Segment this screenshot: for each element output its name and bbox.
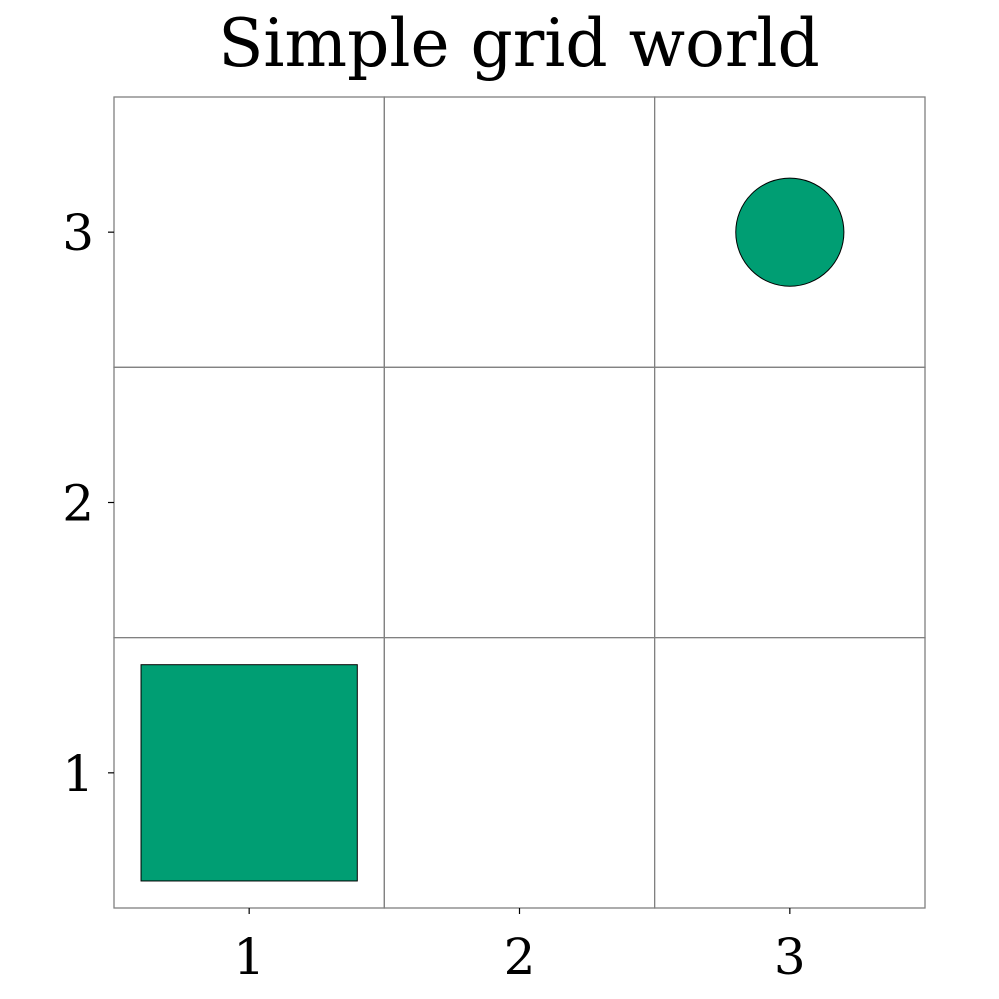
grid-cell-r2-c2 [383,366,656,639]
grid-cell-r3-c1 [113,96,385,368]
grid-cell-r1-c3 [654,637,926,909]
grid-cell-r2-c3 [654,366,926,639]
green-square [140,664,358,882]
y-tick-label: 2 [62,475,94,533]
x-tick-label: 1 [233,928,265,986]
grid-cell-r2-c1 [113,366,385,639]
grid-objects [140,177,845,882]
diagram-title: Simple grid world [218,5,820,82]
grid-cell-r1-c2 [383,637,656,909]
grid-axes: 1 2 3 1 2 3 [62,204,806,986]
x-tick-label: 2 [504,928,536,986]
grid-cell-r3-c2 [383,96,656,368]
y-tick-label: 3 [62,204,94,262]
x-tick-label: 3 [774,928,806,986]
y-tick-label: 1 [62,745,94,803]
green-circle [735,177,845,287]
